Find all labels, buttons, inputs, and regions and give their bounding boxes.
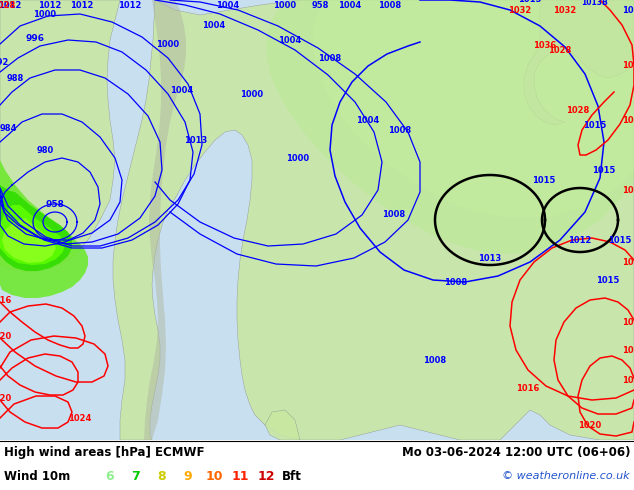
Polygon shape xyxy=(144,0,186,440)
Text: 1020: 1020 xyxy=(0,393,11,402)
Text: 11: 11 xyxy=(231,469,249,483)
Text: 1028: 1028 xyxy=(566,105,590,115)
Text: 1012: 1012 xyxy=(70,0,94,9)
Text: 1015: 1015 xyxy=(519,0,541,4)
Text: 1004: 1004 xyxy=(202,21,226,29)
Text: Bft: Bft xyxy=(282,469,302,483)
Text: 958: 958 xyxy=(311,0,328,9)
Text: 958: 958 xyxy=(46,199,65,209)
Text: 1004: 1004 xyxy=(278,35,302,45)
Text: 9: 9 xyxy=(184,469,192,483)
Text: 1008: 1008 xyxy=(382,210,406,219)
Text: Wind 10m: Wind 10m xyxy=(4,469,70,483)
Text: 1028: 1028 xyxy=(548,46,572,54)
Text: 1016: 1016 xyxy=(516,384,540,392)
Text: Mo 03-06-2024 12:00 UTC (06+06): Mo 03-06-2024 12:00 UTC (06+06) xyxy=(401,445,630,459)
Text: 7: 7 xyxy=(132,469,140,483)
Text: 1000: 1000 xyxy=(240,90,264,98)
Polygon shape xyxy=(160,0,634,254)
Text: 1008: 1008 xyxy=(424,356,446,365)
Text: 1036: 1036 xyxy=(533,41,557,49)
Text: 988: 988 xyxy=(6,74,23,82)
Polygon shape xyxy=(0,160,88,298)
Text: 1020: 1020 xyxy=(0,332,11,341)
Text: 992: 992 xyxy=(0,57,9,67)
Text: 10: 10 xyxy=(205,469,223,483)
Text: 1015: 1015 xyxy=(623,116,634,124)
Text: 1012: 1012 xyxy=(0,0,22,9)
Polygon shape xyxy=(113,0,634,440)
Text: 1013: 1013 xyxy=(479,253,501,263)
Text: 980: 980 xyxy=(36,146,54,154)
Text: 1015: 1015 xyxy=(608,236,631,245)
Text: 6: 6 xyxy=(106,469,114,483)
Text: © weatheronline.co.uk: © weatheronline.co.uk xyxy=(502,471,630,481)
Polygon shape xyxy=(524,0,634,125)
Text: 1012: 1012 xyxy=(38,0,61,9)
Polygon shape xyxy=(0,0,120,272)
Text: 1032: 1032 xyxy=(553,5,577,15)
Text: 1004: 1004 xyxy=(356,116,380,124)
Text: 1015: 1015 xyxy=(623,186,634,195)
Text: 1015: 1015 xyxy=(597,275,619,285)
Text: 1015: 1015 xyxy=(533,175,555,185)
Text: 1013B: 1013B xyxy=(581,0,609,6)
Text: 8: 8 xyxy=(158,469,166,483)
Text: 1000: 1000 xyxy=(34,9,56,19)
Text: 12: 12 xyxy=(257,469,275,483)
Text: 1012: 1012 xyxy=(119,0,141,9)
Text: 996: 996 xyxy=(25,33,44,43)
Text: 1004: 1004 xyxy=(171,85,193,95)
Text: 1004: 1004 xyxy=(216,0,240,9)
Text: 1008: 1008 xyxy=(378,0,401,9)
Text: 1000: 1000 xyxy=(287,153,309,163)
Polygon shape xyxy=(2,218,56,263)
Text: 1012: 1012 xyxy=(568,236,592,245)
Text: 1028: 1028 xyxy=(623,60,634,70)
Text: 1008: 1008 xyxy=(389,125,411,135)
Text: 984: 984 xyxy=(0,123,16,132)
Text: 1008: 1008 xyxy=(318,53,342,63)
Polygon shape xyxy=(0,185,72,271)
Text: 1015: 1015 xyxy=(583,121,607,129)
Polygon shape xyxy=(240,0,634,218)
Text: 1032: 1032 xyxy=(508,5,532,15)
Text: 1020: 1020 xyxy=(578,420,602,430)
Text: 1024: 1024 xyxy=(68,414,92,422)
Text: 1013: 1013 xyxy=(184,136,207,145)
Text: 1004: 1004 xyxy=(339,0,361,9)
Text: 1016: 1016 xyxy=(623,258,634,267)
Text: 1016: 1016 xyxy=(623,345,634,355)
Text: High wind areas [hPa] ECMWF: High wind areas [hPa] ECMWF xyxy=(4,445,205,459)
Text: 1028: 1028 xyxy=(0,0,16,9)
Text: 1000: 1000 xyxy=(157,40,179,49)
Text: 1008: 1008 xyxy=(444,277,467,287)
Polygon shape xyxy=(0,205,65,265)
Text: 1020: 1020 xyxy=(623,318,634,326)
Text: 1024: 1024 xyxy=(623,375,634,385)
Polygon shape xyxy=(265,410,300,440)
Text: 1000: 1000 xyxy=(273,0,297,9)
Text: 1016: 1016 xyxy=(0,295,11,304)
Text: 1013: 1013 xyxy=(623,5,634,15)
Text: 1015: 1015 xyxy=(592,166,616,174)
